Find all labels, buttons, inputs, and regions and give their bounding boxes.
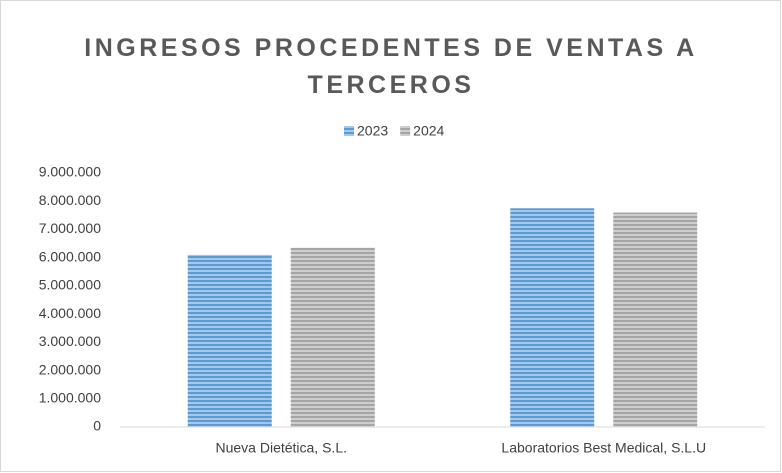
y-tick-label: 1.000.000 xyxy=(39,389,101,405)
x-tick-label: Nueva Dietética, S.L. xyxy=(215,440,347,456)
y-tick-label: 8.000.000 xyxy=(39,192,101,208)
legend-label: 2024 xyxy=(413,123,444,139)
y-tick-label: 4.000.000 xyxy=(39,305,101,321)
y-tick-label: 9.000.000 xyxy=(39,164,101,180)
y-tick-label: 3.000.000 xyxy=(39,333,101,349)
y-tick-label: 6.000.000 xyxy=(39,248,101,264)
y-tick-label: 2.000.000 xyxy=(39,361,101,377)
x-tick-label: Laboratorios Best Medical, S.L.U xyxy=(501,440,706,456)
legend-swatch xyxy=(344,126,354,136)
bar xyxy=(187,254,272,427)
bar xyxy=(290,247,375,427)
y-tick-label: 5.000.000 xyxy=(39,277,101,293)
bar xyxy=(613,212,698,427)
y-tick-label: 0 xyxy=(93,418,101,434)
y-tick-label: 7.000.000 xyxy=(39,220,101,236)
legend-label: 2023 xyxy=(357,123,388,139)
legend-swatch xyxy=(400,126,411,136)
bar xyxy=(510,208,595,427)
chart-title: INGRESOS PROCEDENTES DE VENTAS A TERCERO… xyxy=(84,34,698,99)
